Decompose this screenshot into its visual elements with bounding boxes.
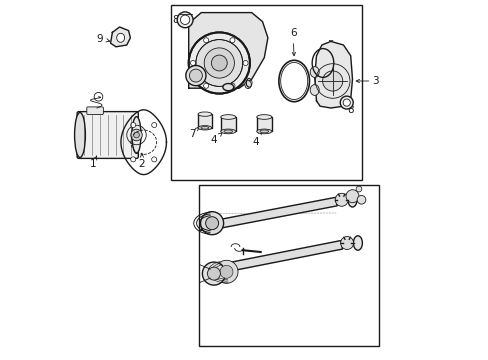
Text: 1: 1 <box>90 156 97 169</box>
Text: 6: 6 <box>289 28 296 56</box>
Ellipse shape <box>224 130 232 133</box>
Ellipse shape <box>256 129 271 134</box>
Circle shape <box>243 60 247 66</box>
Circle shape <box>340 96 352 109</box>
Circle shape <box>229 38 234 43</box>
Circle shape <box>130 122 136 127</box>
Ellipse shape <box>309 85 319 95</box>
Circle shape <box>196 40 242 86</box>
Circle shape <box>343 99 349 106</box>
Ellipse shape <box>201 127 208 129</box>
Text: 10: 10 <box>197 222 210 233</box>
Ellipse shape <box>223 84 233 91</box>
Ellipse shape <box>132 117 141 153</box>
FancyBboxPatch shape <box>87 107 103 114</box>
Polygon shape <box>222 240 342 273</box>
Circle shape <box>205 217 218 230</box>
Text: 2: 2 <box>138 153 145 169</box>
Bar <box>170 5 361 180</box>
Ellipse shape <box>220 129 235 134</box>
Ellipse shape <box>198 112 211 116</box>
Circle shape <box>133 132 139 138</box>
Circle shape <box>346 190 358 203</box>
Circle shape <box>220 265 232 278</box>
Circle shape <box>180 15 189 24</box>
Text: 9: 9 <box>96 33 109 44</box>
Ellipse shape <box>256 114 271 120</box>
Circle shape <box>229 83 234 88</box>
Circle shape <box>202 262 225 285</box>
Circle shape <box>322 71 342 91</box>
Ellipse shape <box>353 236 362 250</box>
Circle shape <box>185 66 205 86</box>
Ellipse shape <box>220 114 235 120</box>
Circle shape <box>190 60 195 66</box>
Ellipse shape <box>75 112 85 158</box>
Circle shape <box>211 55 227 71</box>
Bar <box>256 117 271 131</box>
Polygon shape <box>314 41 352 108</box>
Circle shape <box>200 212 223 235</box>
Circle shape <box>177 12 193 28</box>
Text: 8: 8 <box>346 102 353 115</box>
Bar <box>198 114 211 128</box>
Circle shape <box>151 122 156 127</box>
Polygon shape <box>188 13 267 88</box>
Circle shape <box>189 69 202 82</box>
Circle shape <box>215 260 238 283</box>
Text: 4: 4 <box>210 133 222 145</box>
Circle shape <box>207 267 220 280</box>
Circle shape <box>130 129 142 141</box>
Text: 8: 8 <box>172 15 181 25</box>
Bar <box>199 185 379 346</box>
Circle shape <box>130 157 136 162</box>
Text: 4: 4 <box>251 131 261 147</box>
Ellipse shape <box>347 193 356 207</box>
Ellipse shape <box>198 126 211 130</box>
Ellipse shape <box>244 81 251 89</box>
Circle shape <box>203 83 208 88</box>
Ellipse shape <box>309 67 319 77</box>
Circle shape <box>356 195 365 204</box>
Bar <box>220 117 235 131</box>
FancyBboxPatch shape <box>77 112 138 158</box>
Circle shape <box>355 186 361 192</box>
Ellipse shape <box>260 130 268 133</box>
Text: 5: 5 <box>324 40 333 53</box>
Circle shape <box>203 38 208 43</box>
Circle shape <box>188 32 249 94</box>
Circle shape <box>151 157 156 162</box>
Ellipse shape <box>117 33 124 42</box>
Circle shape <box>335 193 347 206</box>
Polygon shape <box>213 197 336 229</box>
Circle shape <box>340 237 353 249</box>
Polygon shape <box>110 27 130 47</box>
Circle shape <box>204 48 234 78</box>
Text: 7: 7 <box>188 127 199 139</box>
Text: 3: 3 <box>372 76 378 86</box>
